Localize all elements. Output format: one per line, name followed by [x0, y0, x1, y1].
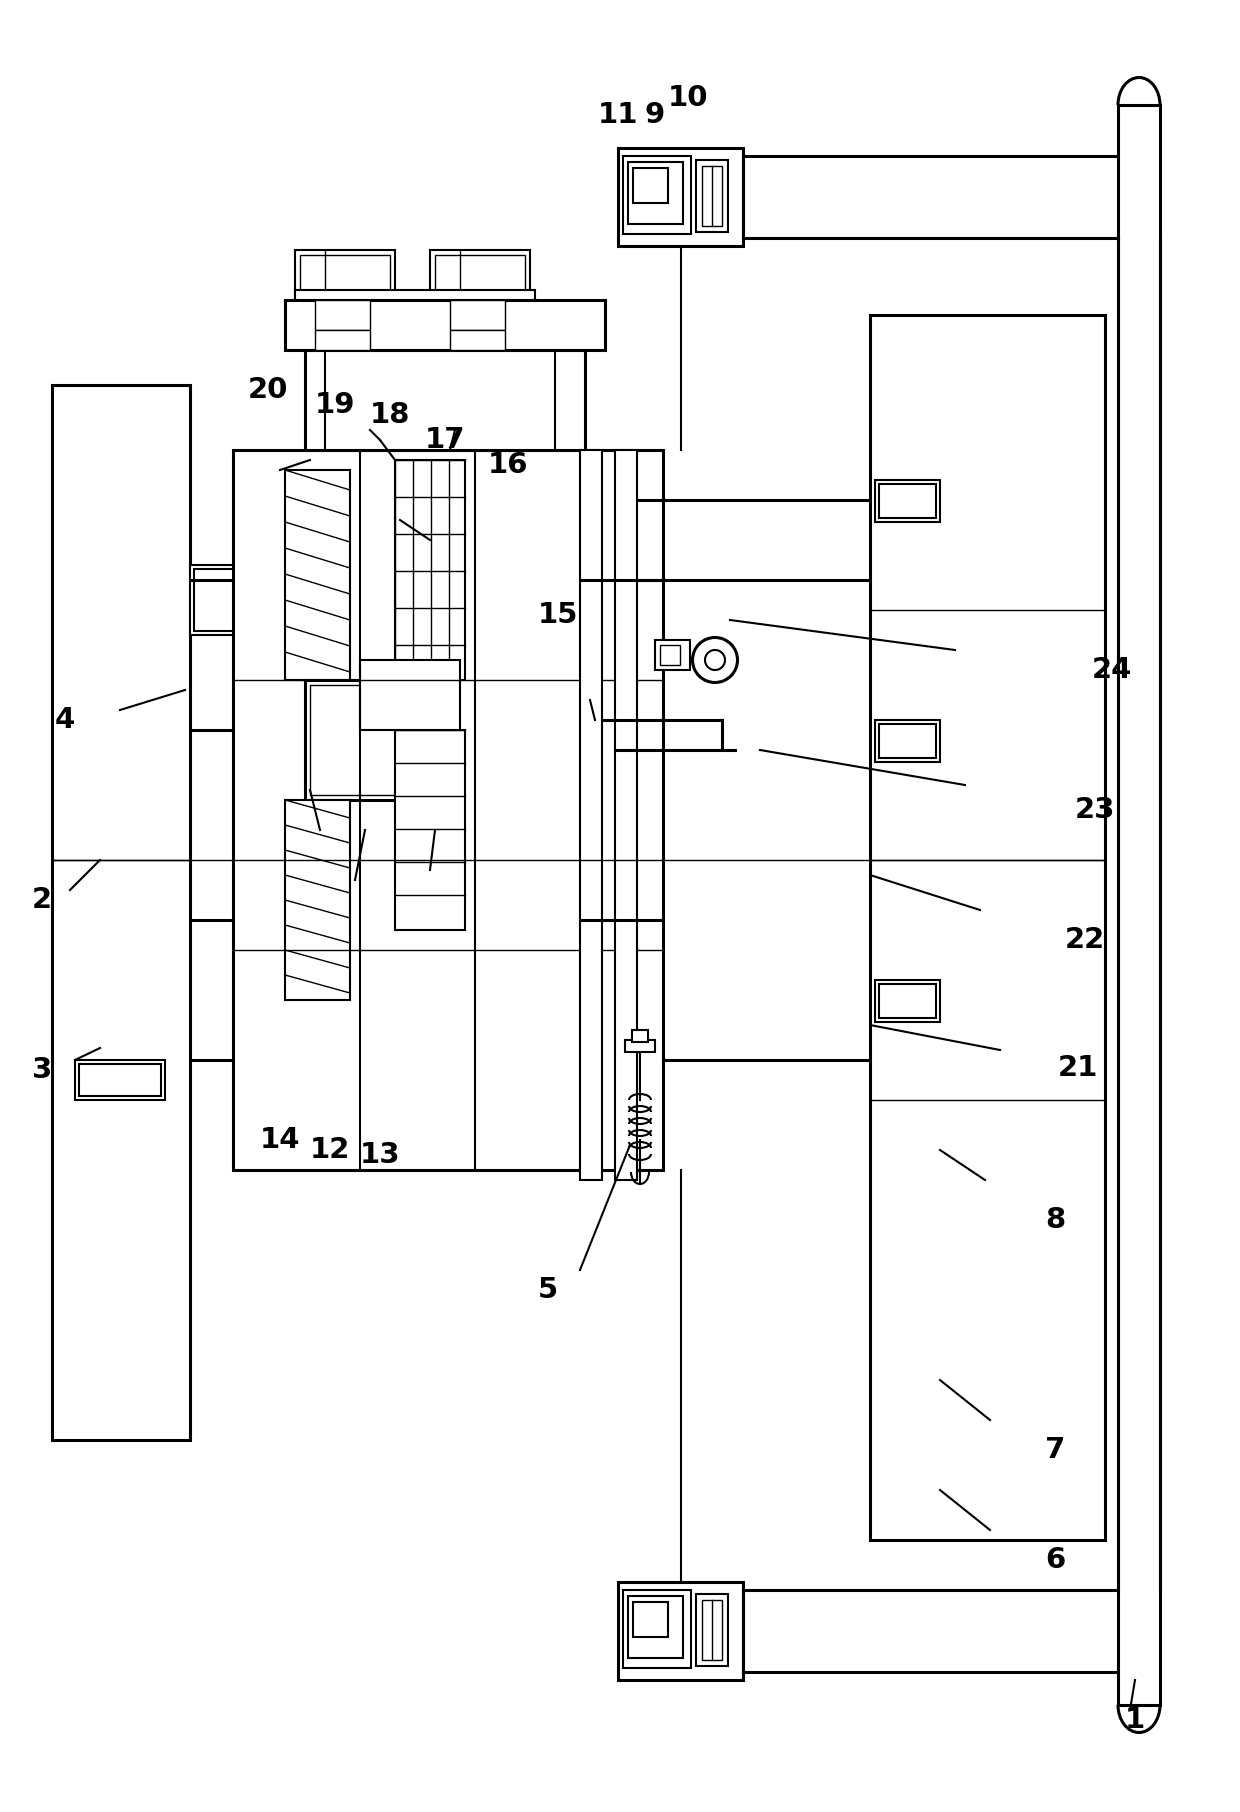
Bar [310, 685, 410, 795]
Text: 14: 14 [259, 1125, 300, 1154]
Text: 17: 17 [424, 426, 465, 455]
Bar [696, 1595, 728, 1665]
Text: 5: 5 [538, 1276, 558, 1305]
Text: 22: 22 [1065, 926, 1105, 953]
Bar [300, 255, 391, 295]
Bar [622, 1589, 691, 1669]
Bar [655, 640, 689, 670]
Bar [295, 290, 534, 301]
Text: 4: 4 [55, 707, 76, 734]
Bar [193, 569, 241, 631]
Text: 11: 11 [598, 101, 639, 129]
Bar [233, 449, 663, 1171]
Bar [632, 1602, 668, 1636]
Bar [79, 1064, 161, 1096]
Bar [190, 565, 246, 634]
Text: 7: 7 [1045, 1435, 1065, 1464]
Bar [615, 449, 637, 1180]
Bar [450, 330, 505, 350]
Bar [618, 149, 743, 246]
Bar [305, 680, 415, 801]
Text: 9: 9 [645, 101, 665, 129]
Text: 16: 16 [487, 451, 528, 478]
Bar [285, 801, 350, 1000]
Bar [875, 719, 940, 763]
Bar [875, 480, 940, 522]
Bar [52, 384, 190, 1441]
Text: 8: 8 [1045, 1207, 1065, 1234]
Text: 12: 12 [310, 1136, 350, 1163]
Text: 15: 15 [538, 602, 578, 629]
Text: 6: 6 [1045, 1546, 1065, 1575]
Bar [627, 1596, 683, 1658]
Bar [702, 1600, 722, 1660]
Bar [580, 449, 601, 1180]
Bar [622, 156, 691, 234]
Text: 24: 24 [1091, 656, 1132, 683]
Bar [450, 301, 505, 330]
Bar [696, 159, 728, 232]
Bar [396, 730, 465, 930]
Bar [74, 1060, 165, 1100]
Bar [285, 301, 605, 350]
Text: 3: 3 [32, 1056, 52, 1084]
Text: 1: 1 [1125, 1707, 1145, 1734]
Bar [632, 169, 668, 203]
Bar [702, 167, 722, 226]
Bar [870, 315, 1105, 1540]
Text: 18: 18 [370, 400, 410, 429]
Bar [632, 1029, 649, 1042]
Text: 19: 19 [315, 391, 355, 419]
Text: 20: 20 [248, 377, 288, 404]
Bar [879, 484, 936, 518]
Bar [1118, 105, 1159, 1705]
Text: 23: 23 [1075, 795, 1115, 824]
Bar [295, 250, 396, 301]
Bar [315, 301, 370, 330]
Bar [435, 255, 525, 295]
Bar [879, 725, 936, 757]
Text: 21: 21 [1058, 1055, 1099, 1082]
Text: 13: 13 [360, 1142, 401, 1169]
Bar [360, 660, 460, 730]
Bar [305, 350, 585, 449]
Text: 10: 10 [668, 83, 708, 112]
Bar [430, 250, 529, 301]
Bar [660, 645, 680, 665]
Bar [618, 1582, 743, 1680]
Bar [879, 984, 936, 1018]
Text: 2: 2 [32, 886, 52, 913]
Bar [627, 161, 683, 225]
Bar [875, 980, 940, 1022]
Bar [396, 460, 465, 680]
Bar [625, 1040, 655, 1053]
Bar [285, 469, 350, 680]
Bar [315, 330, 370, 350]
